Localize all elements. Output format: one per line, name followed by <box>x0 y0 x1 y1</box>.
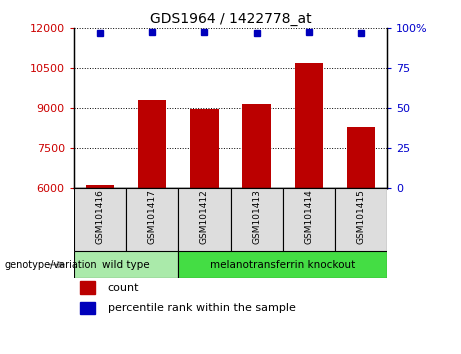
Title: GDS1964 / 1422778_at: GDS1964 / 1422778_at <box>150 12 311 26</box>
Bar <box>80 281 95 294</box>
Text: percentile rank within the sample: percentile rank within the sample <box>107 303 296 313</box>
Text: count: count <box>107 283 139 293</box>
Bar <box>126 188 178 251</box>
Text: GSM101412: GSM101412 <box>200 189 209 244</box>
Bar <box>178 188 230 251</box>
Bar <box>347 127 375 347</box>
Bar <box>283 188 335 251</box>
Text: GSM101416: GSM101416 <box>95 189 104 244</box>
Bar <box>74 188 126 251</box>
Text: melanotransferrin knockout: melanotransferrin knockout <box>210 259 355 270</box>
Bar <box>295 63 323 347</box>
Text: GSM101415: GSM101415 <box>357 189 366 244</box>
Bar <box>80 302 95 314</box>
Bar <box>138 100 166 347</box>
Bar <box>335 188 387 251</box>
Text: wild type: wild type <box>102 259 150 270</box>
Bar <box>85 185 114 347</box>
Bar <box>242 104 271 347</box>
Text: genotype/variation: genotype/variation <box>5 259 97 270</box>
Text: GSM101417: GSM101417 <box>148 189 157 244</box>
Bar <box>178 251 387 278</box>
Bar <box>230 188 283 251</box>
Bar <box>190 109 219 347</box>
Text: GSM101414: GSM101414 <box>304 189 313 244</box>
Bar <box>74 251 178 278</box>
Text: GSM101413: GSM101413 <box>252 189 261 244</box>
